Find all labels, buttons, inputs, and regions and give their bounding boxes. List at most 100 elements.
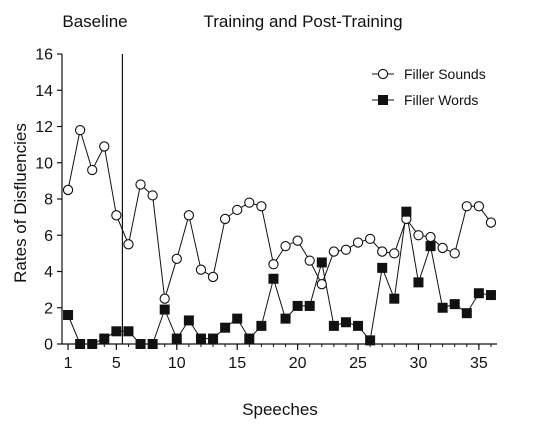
filler-words-point [413,277,424,288]
filler-sounds-point [461,201,472,212]
filler-words-point [401,206,412,217]
filler-words-point [99,333,110,344]
filler-sounds-point [99,141,110,152]
y-tick-label: 12 [35,119,53,136]
filler-sounds-point [352,237,364,248]
filler-words-point [437,302,448,313]
y-tick-label: 0 [44,337,53,354]
filler-words-point [377,262,388,273]
filler-sounds-point [159,293,170,304]
filler-sounds-point [304,255,315,266]
filler-words-point [195,333,206,344]
filler-sounds-point [219,213,231,225]
filler-sounds-point [328,246,340,257]
y-tick-label: 14 [35,83,53,100]
filler-sounds-point [473,201,485,212]
filler-words-point [425,241,436,252]
filler-sounds-point [316,279,327,290]
legend-marker-filler-sounds [377,68,389,80]
filler-sounds-point [183,210,195,221]
x-tick-label: 30 [410,355,428,372]
y-tick-label: 10 [35,155,53,172]
filler-sounds-point [195,264,207,275]
y-tick-label: 2 [44,300,53,317]
filler-sounds-point [449,248,460,259]
filler-sounds-point [232,204,243,216]
filler-words-point [256,320,267,331]
x-axis-label: Speeches [242,400,318,419]
filler-sounds-point [413,230,424,241]
filler-words-point [63,310,74,320]
filler-words-point [365,335,376,346]
filler-sounds-point [256,201,267,212]
filler-words-point [328,320,339,331]
phase-label-baseline: Baseline [62,12,127,31]
filler-sounds-point [425,231,436,243]
filler-sounds-point [62,184,74,196]
filler-sounds-point [268,259,279,270]
x-tick-label: 10 [168,355,186,372]
filler-sounds-point [87,164,98,176]
filler-words-point [485,290,496,301]
filler-sounds-point [377,246,388,257]
y-tick-label: 6 [44,228,53,245]
x-tick-label: 1 [64,355,73,372]
x-tick-label: 5 [112,355,121,372]
filler-words-point [232,313,243,324]
filler-sounds-point [389,248,400,259]
x-tick-label: 25 [349,355,367,372]
legend-label: Filler Words [404,92,478,108]
legend-marker-filler-words [378,95,388,105]
filler-sounds-point [135,179,146,190]
filler-sounds-point [364,233,376,245]
filler-words-point [87,339,98,349]
filler-sounds-point [147,190,158,201]
x-tick-label: 15 [228,355,246,372]
filler-words-point [292,300,303,311]
filler-words-point [111,326,122,337]
legend-label: Filler Sounds [404,66,486,82]
filler-words-point [159,304,170,315]
y-tick-label: 16 [35,47,53,64]
filler-words-point [147,339,158,349]
series-line-0 [67,129,492,299]
filler-words-point [244,333,255,344]
filler-sounds-point [74,124,86,136]
filler-sounds-point [171,253,182,264]
filler-sounds-point [485,217,497,228]
filler-words-point [389,293,400,304]
series-markers [62,124,497,349]
x-tick-label: 35 [470,355,488,372]
filler-sounds-point [207,271,219,283]
phase-label-training: Training and Post-Training [203,12,402,31]
filler-sounds-point [111,210,122,221]
y-tick-label: 8 [44,192,53,209]
filler-words-point [135,339,146,349]
filler-words-point [123,326,134,337]
filler-words-point [340,317,351,328]
filler-words-point [461,308,472,319]
filler-words-point [473,288,484,299]
x-tick-label: 20 [289,355,307,372]
y-tick-label: 4 [44,264,53,281]
filler-words-point [449,299,460,310]
filler-words-point [171,333,182,344]
filler-sounds-point [340,244,352,255]
filler-words-point [183,315,194,326]
filler-words-point [268,273,279,284]
filler-words-point [75,339,86,349]
filler-words-point [280,313,291,324]
filler-sounds-point [244,197,255,208]
y-axis-label: Rates of Disfluencies [11,123,30,283]
filler-words-point [220,322,231,333]
filler-words-point [208,333,219,344]
filler-words-point [316,257,327,268]
filler-sounds-point [292,235,303,246]
filler-words-point [304,300,315,311]
legend: Filler Sounds Filler Words [372,66,486,108]
filler-sounds-point [123,239,134,250]
filler-sounds-point [437,242,448,254]
filler-words-point [353,320,364,331]
